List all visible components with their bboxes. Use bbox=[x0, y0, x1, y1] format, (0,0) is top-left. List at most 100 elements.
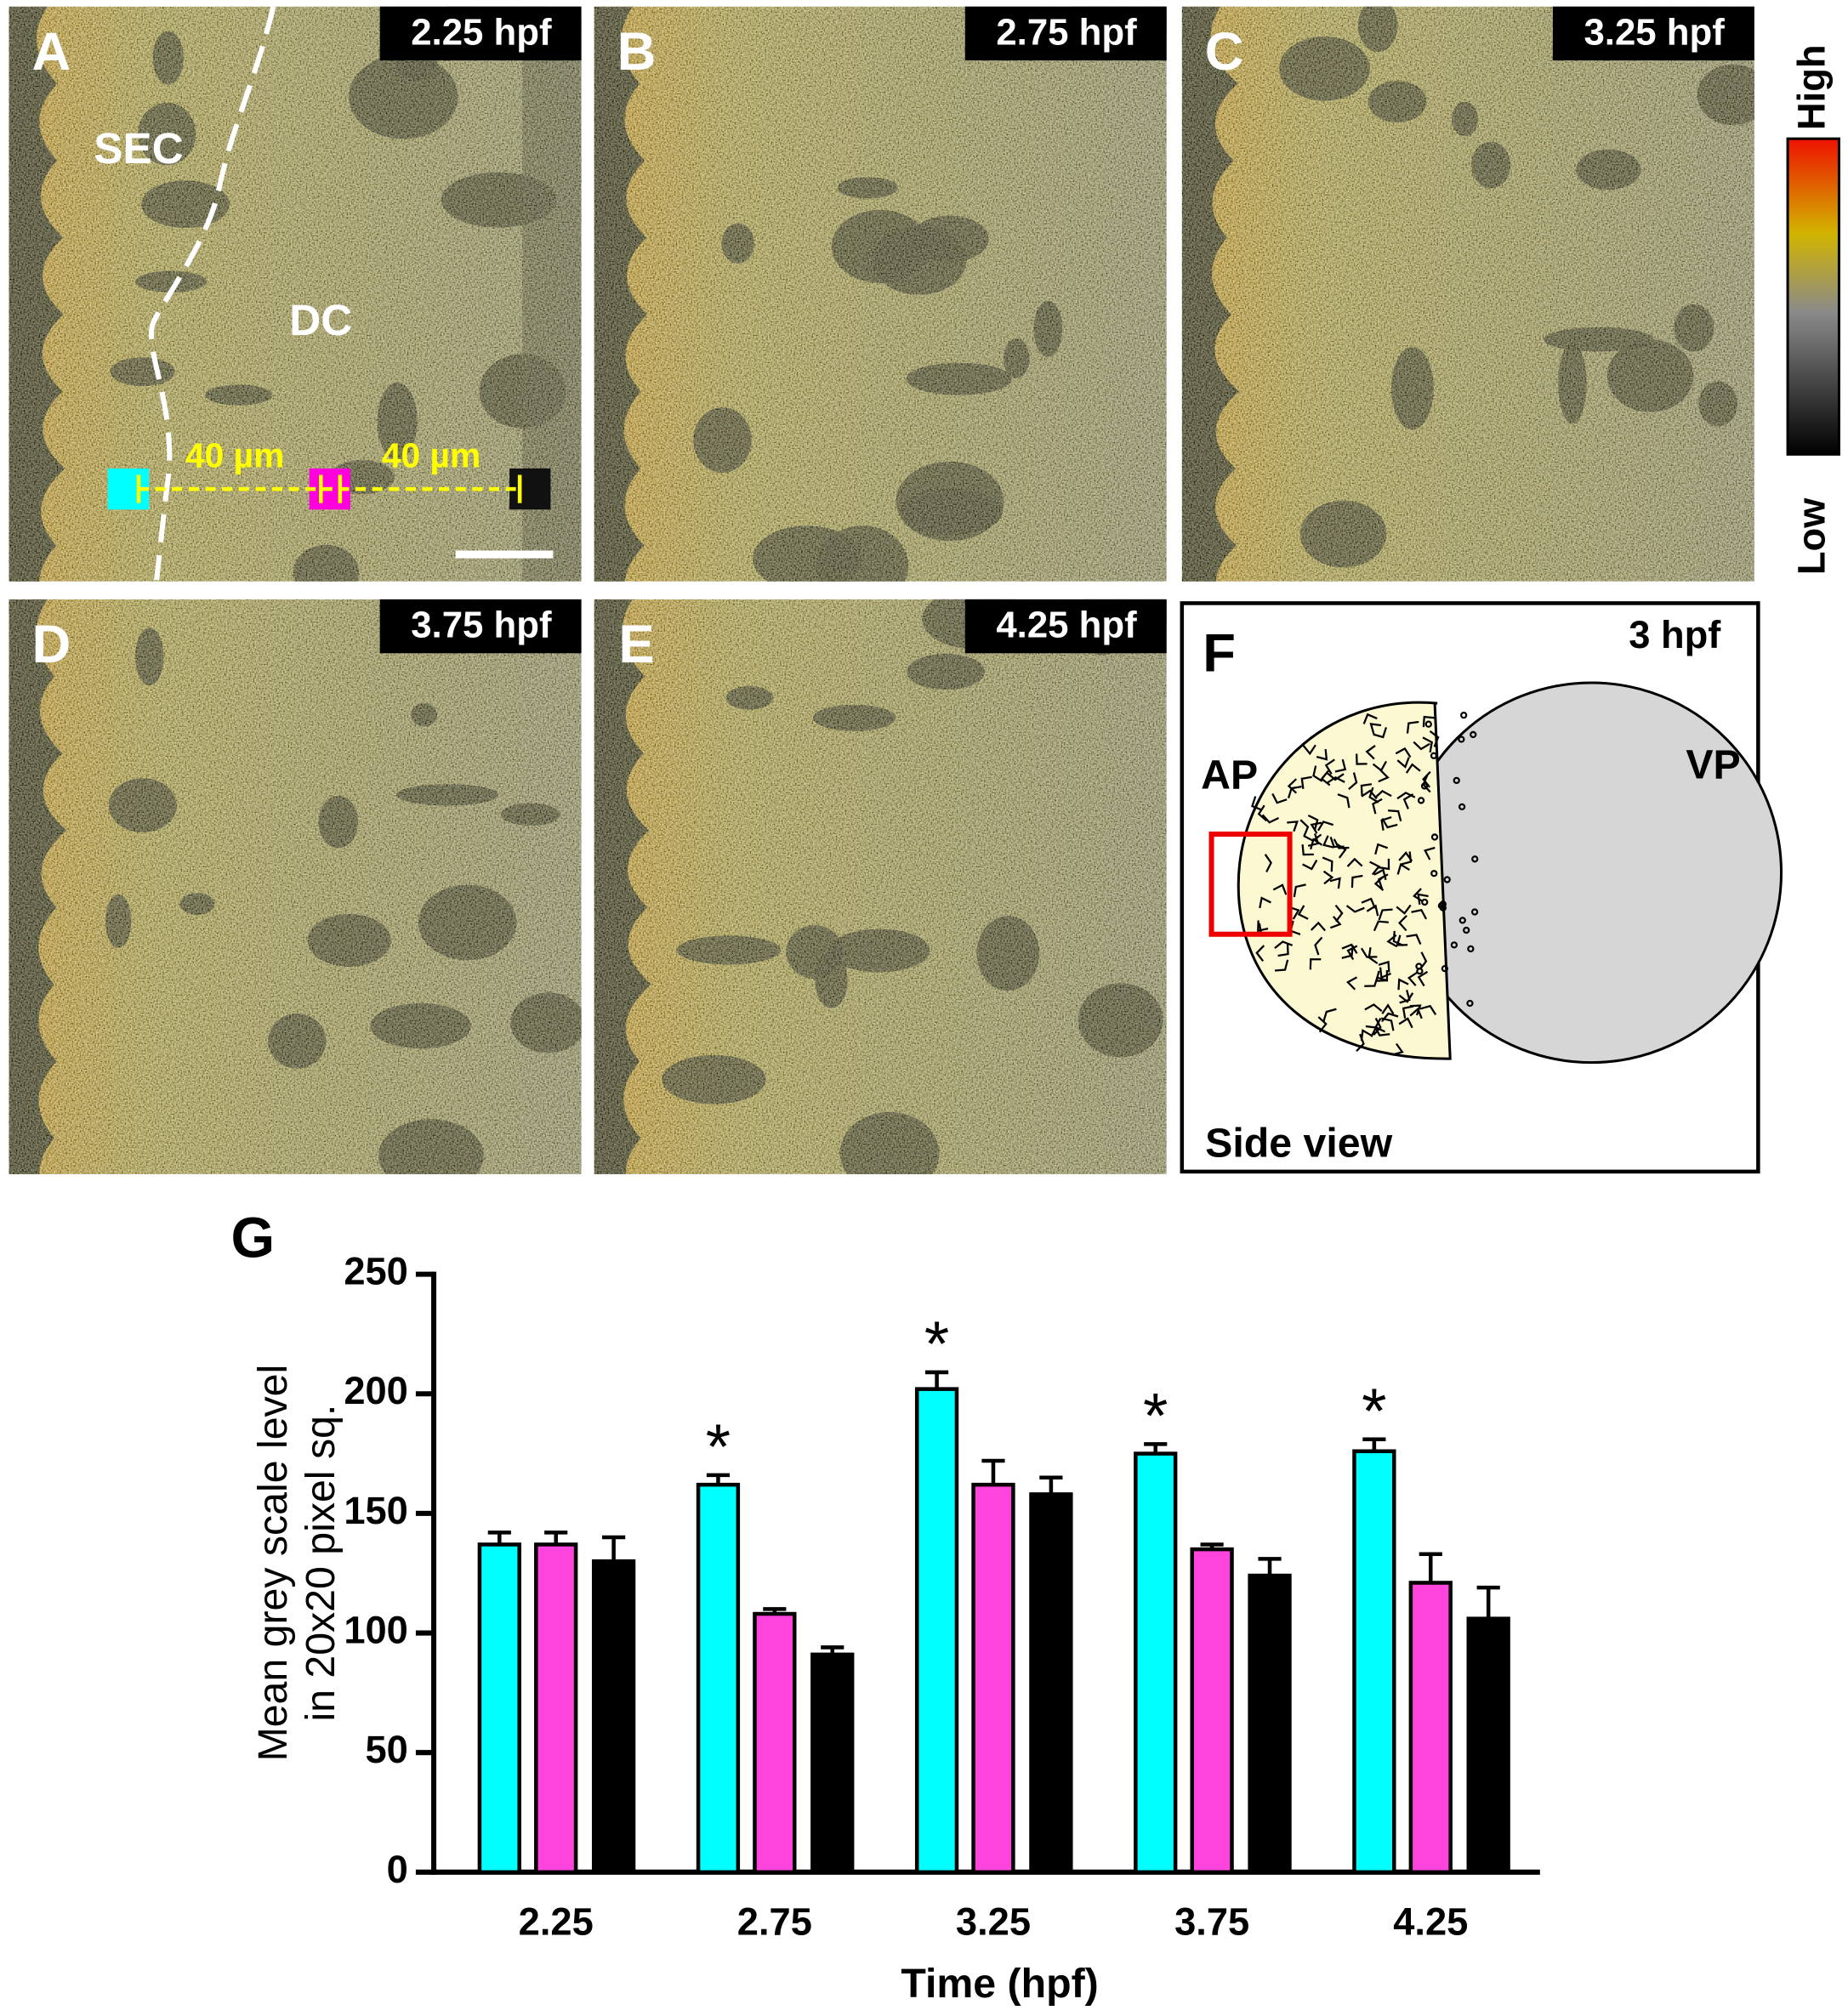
time-label: 3 hpf bbox=[1629, 613, 1721, 656]
cell-outline bbox=[1316, 821, 1334, 832]
colorbar-high: High bbox=[1790, 44, 1834, 130]
panel-f-text: F 3 hpf AP VP Side view bbox=[1201, 613, 1741, 1166]
cell-outline bbox=[1287, 821, 1299, 832]
time-box bbox=[964, 599, 1167, 654]
cell-outline bbox=[1368, 787, 1379, 804]
view-label: Side view bbox=[1205, 1120, 1392, 1166]
bar bbox=[534, 1542, 578, 1875]
cell-outline bbox=[1407, 971, 1419, 986]
nucleus bbox=[1430, 870, 1438, 877]
boundary bbox=[148, 6, 276, 581]
bar bbox=[1134, 1451, 1178, 1875]
image bbox=[1181, 6, 1754, 582]
y-tick-label: 0 bbox=[387, 1848, 408, 1891]
cell-outline bbox=[1346, 857, 1363, 867]
cell-outlines bbox=[1250, 712, 1479, 1056]
cell-outline bbox=[1334, 758, 1347, 773]
cell-outline bbox=[1257, 920, 1269, 932]
nucleus bbox=[1470, 908, 1479, 916]
cell-outline bbox=[1396, 934, 1408, 946]
cell-outline bbox=[1320, 769, 1331, 787]
chart: G Mean grey scale level in 20x20 pixel sq.… bbox=[230, 1207, 1540, 2007]
time-label: 3.75 hpf bbox=[411, 605, 552, 646]
nucleus bbox=[1460, 712, 1468, 719]
bar bbox=[1190, 1547, 1234, 1875]
region-label: DC bbox=[289, 296, 352, 344]
cell-outline bbox=[1409, 1007, 1423, 1019]
cell-outline bbox=[1264, 854, 1272, 873]
cell-outline bbox=[1322, 870, 1334, 885]
micrograph: E 4.25 hpf bbox=[594, 599, 1167, 1174]
nucleus bbox=[1441, 965, 1449, 973]
bar bbox=[753, 1611, 797, 1875]
significance-label: * bbox=[1143, 1380, 1168, 1451]
cell-outline bbox=[1397, 978, 1409, 991]
nucleus bbox=[1471, 855, 1479, 863]
cell-outline bbox=[1348, 772, 1358, 790]
cell-outline bbox=[1326, 776, 1345, 784]
cell-outline bbox=[1372, 798, 1383, 815]
nucleus bbox=[1420, 782, 1429, 790]
cell-outline bbox=[1406, 720, 1419, 734]
cell-outline bbox=[1360, 1029, 1373, 1042]
noise bbox=[9, 599, 582, 1174]
significance-label: * bbox=[706, 1411, 731, 1483]
bar bbox=[696, 1482, 741, 1875]
bar bbox=[1466, 1616, 1510, 1875]
pole-label: VP bbox=[1686, 741, 1740, 787]
cell-outline bbox=[1312, 765, 1323, 782]
nucleus bbox=[1466, 999, 1474, 1008]
image bbox=[9, 6, 582, 582]
y-axis-title: in 20x20 pixel sq. bbox=[298, 1405, 344, 1722]
time-label: 2.25 hpf bbox=[411, 11, 552, 53]
cell-outline bbox=[1422, 715, 1435, 728]
roi-box bbox=[1208, 832, 1293, 937]
noise bbox=[1181, 6, 1754, 582]
cell-outline bbox=[1396, 757, 1410, 769]
bar bbox=[477, 1542, 521, 1875]
cell-outline bbox=[1255, 945, 1265, 962]
distance-label: 40 µm bbox=[185, 436, 284, 475]
time-label: 3.25 hpf bbox=[1584, 11, 1725, 53]
cell-outline bbox=[1398, 851, 1413, 862]
cell-outline bbox=[1373, 876, 1385, 892]
nucleus bbox=[1443, 876, 1451, 883]
sample-square bbox=[509, 468, 551, 510]
cell-outline bbox=[1377, 969, 1389, 982]
bar bbox=[1352, 1449, 1396, 1875]
cell-outline bbox=[1307, 814, 1319, 831]
cell-outline bbox=[1395, 747, 1412, 758]
cell-outline bbox=[1336, 843, 1347, 859]
panel-letter: F bbox=[1203, 624, 1236, 684]
cell-outline bbox=[1300, 775, 1312, 789]
cell-outline bbox=[1322, 856, 1333, 872]
y-tick-label: 250 bbox=[344, 1250, 408, 1293]
colorbar bbox=[1786, 137, 1840, 456]
cell-outline bbox=[1307, 833, 1320, 847]
cell-outline bbox=[1261, 814, 1280, 824]
image bbox=[594, 6, 1167, 582]
nucleus bbox=[1463, 926, 1470, 934]
cell-outline bbox=[1299, 819, 1310, 838]
cell-outline bbox=[1381, 1012, 1399, 1023]
micrograph: C 3.25 hpf bbox=[1181, 6, 1754, 582]
cell-outline bbox=[1374, 1017, 1386, 1033]
cell-outline bbox=[1350, 874, 1363, 889]
nucleus bbox=[1458, 803, 1466, 811]
cell-outline bbox=[1274, 959, 1289, 972]
cell-outline bbox=[1402, 1005, 1414, 1019]
nucleus bbox=[1430, 752, 1438, 759]
cell-outline bbox=[1341, 943, 1358, 954]
bar bbox=[971, 1482, 1015, 1875]
micrograph: D 3.75 hpf bbox=[9, 599, 582, 1174]
noise bbox=[9, 6, 582, 582]
cell-outline bbox=[1400, 851, 1413, 866]
bar bbox=[810, 1652, 855, 1875]
panels: A 2.25 hpf B 2.75 hpf C 3.25 hpf D 3.75 hpf E 4.2… bbox=[9, 6, 1754, 1174]
cell-outline bbox=[1405, 763, 1421, 774]
panel-letter: D bbox=[31, 615, 71, 674]
cell-outline bbox=[1274, 940, 1294, 949]
bar bbox=[1408, 1581, 1453, 1875]
panel-letter: C bbox=[1205, 22, 1244, 82]
